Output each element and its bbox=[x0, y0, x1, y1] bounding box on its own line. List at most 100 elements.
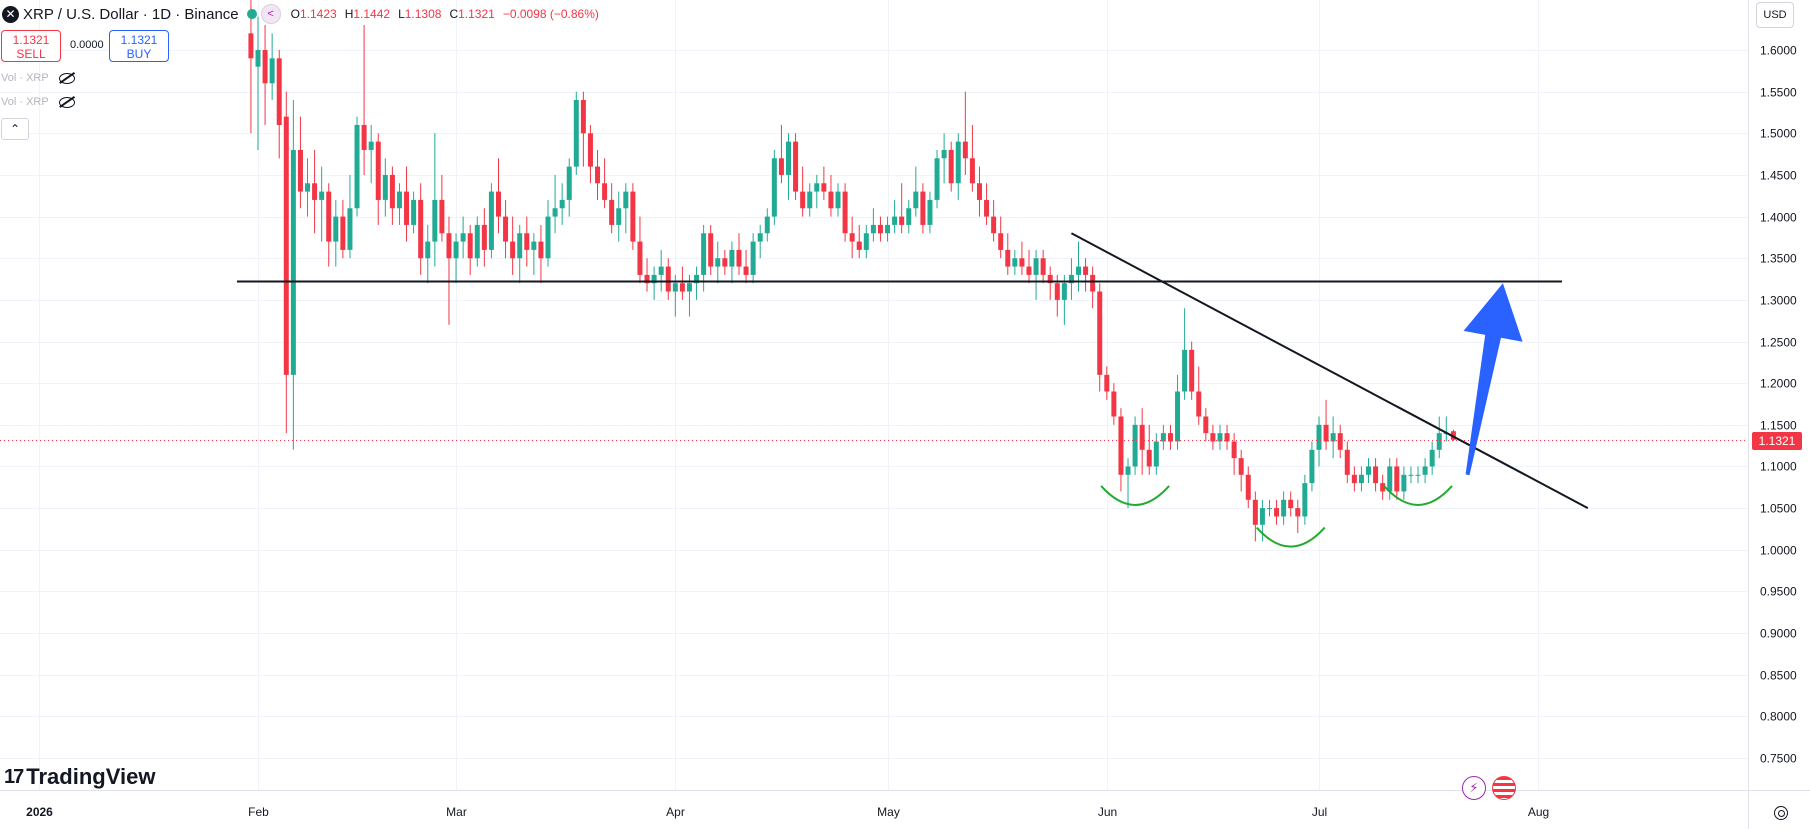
candle-body bbox=[672, 283, 678, 292]
currency-selector[interactable]: USD bbox=[1756, 2, 1794, 28]
y-tick-label: 0.9500 bbox=[1760, 585, 1797, 599]
close-icon[interactable]: ✕ bbox=[2, 5, 19, 23]
candle bbox=[863, 224, 869, 259]
candle-body bbox=[998, 233, 1004, 250]
candle bbox=[800, 166, 806, 217]
candle bbox=[1012, 249, 1018, 275]
candle bbox=[955, 133, 961, 200]
candle bbox=[1196, 366, 1202, 425]
candle bbox=[1238, 449, 1244, 492]
candle bbox=[495, 158, 501, 234]
candle bbox=[1146, 424, 1152, 475]
candle bbox=[1047, 266, 1053, 300]
candle-body bbox=[771, 158, 777, 217]
candle bbox=[644, 258, 650, 292]
candle-body bbox=[793, 141, 799, 192]
volume-indicator-2[interactable]: Vol · XRP bbox=[1, 96, 75, 108]
candle bbox=[1061, 274, 1067, 325]
candle bbox=[1373, 458, 1379, 492]
candle-body bbox=[1436, 433, 1442, 450]
candle-body bbox=[467, 233, 473, 259]
sell-button[interactable]: 1.1321 SELL bbox=[1, 30, 61, 62]
y-tick-label: 1.0000 bbox=[1760, 544, 1797, 558]
candle-body bbox=[885, 224, 891, 234]
candle bbox=[1302, 474, 1308, 525]
candle bbox=[340, 199, 346, 259]
candle-body bbox=[1358, 474, 1364, 484]
candle-body bbox=[800, 191, 806, 209]
candle bbox=[517, 224, 523, 284]
candle-body bbox=[708, 233, 714, 267]
descending-trendline bbox=[1070, 232, 1589, 510]
pattern-arc-head bbox=[1255, 526, 1326, 548]
settings-icon[interactable] bbox=[1774, 806, 1788, 820]
chevron-up-icon[interactable]: ⌃ bbox=[1, 118, 29, 140]
candle bbox=[1182, 308, 1188, 400]
candle-body bbox=[425, 241, 431, 259]
candle-body bbox=[1068, 274, 1074, 284]
candle-body bbox=[1153, 441, 1159, 467]
candle-body bbox=[743, 266, 749, 275]
tradingview-logo[interactable]: 17 TradingView bbox=[4, 764, 155, 790]
candle-body bbox=[1231, 441, 1237, 459]
candle-body bbox=[481, 224, 487, 250]
symbol-title[interactable]: XRP / U.S. Dollar · 1D · Binance bbox=[23, 5, 239, 23]
candle bbox=[1316, 416, 1322, 467]
candle-body bbox=[404, 191, 410, 225]
candle-body bbox=[630, 191, 636, 242]
candle-body bbox=[920, 191, 926, 225]
candle bbox=[1295, 499, 1301, 534]
candle-body bbox=[545, 216, 551, 259]
buy-button[interactable]: 1.1321 BUY bbox=[109, 30, 169, 62]
candle bbox=[1118, 408, 1124, 492]
candle bbox=[828, 174, 834, 217]
candle-body bbox=[1288, 499, 1294, 509]
volume-indicator-1[interactable]: Vol · XRP bbox=[1, 72, 75, 84]
candle-body bbox=[524, 233, 530, 250]
lightning-icon[interactable]: ⚡ bbox=[1462, 776, 1486, 800]
y-tick-label: 1.6000 bbox=[1760, 44, 1797, 58]
candle-body bbox=[1175, 391, 1181, 442]
candle bbox=[849, 216, 855, 259]
candle-body bbox=[637, 241, 643, 275]
candle bbox=[1231, 433, 1237, 475]
x-tick-label: Apr bbox=[666, 805, 685, 819]
y-tick-label: 1.5000 bbox=[1760, 127, 1797, 141]
candle-body bbox=[531, 241, 537, 250]
candle-body bbox=[877, 224, 883, 234]
candle bbox=[1026, 249, 1032, 284]
candle-body bbox=[305, 183, 311, 192]
eye-hidden-icon[interactable] bbox=[58, 96, 75, 108]
bolt-icon[interactable]: < bbox=[260, 4, 281, 24]
candle-body bbox=[1210, 433, 1216, 442]
candle-body bbox=[326, 191, 332, 242]
candle bbox=[736, 233, 742, 275]
candle bbox=[1005, 233, 1011, 275]
eye-hidden-icon[interactable] bbox=[58, 72, 75, 84]
y-tick-label: 1.2000 bbox=[1760, 377, 1797, 391]
candle-body bbox=[312, 183, 318, 200]
candle bbox=[1068, 258, 1074, 300]
candle bbox=[368, 124, 374, 184]
candle-body bbox=[757, 233, 763, 242]
candle bbox=[701, 224, 707, 292]
candle bbox=[1224, 424, 1230, 450]
candle-body bbox=[347, 208, 353, 250]
candle-body bbox=[1408, 474, 1414, 476]
candle bbox=[835, 183, 841, 217]
candle bbox=[984, 183, 990, 225]
candle bbox=[757, 224, 763, 259]
candle-body bbox=[538, 241, 544, 259]
candle-body bbox=[1217, 433, 1223, 442]
candle bbox=[771, 149, 777, 225]
candle-body bbox=[1182, 349, 1188, 392]
candle bbox=[976, 166, 982, 217]
candle-body bbox=[1259, 508, 1265, 525]
candle bbox=[1189, 341, 1195, 400]
us-flag-icon[interactable] bbox=[1492, 776, 1516, 800]
candle bbox=[524, 216, 530, 267]
candle bbox=[1153, 433, 1159, 475]
open-value: 1.1423 bbox=[299, 7, 337, 21]
